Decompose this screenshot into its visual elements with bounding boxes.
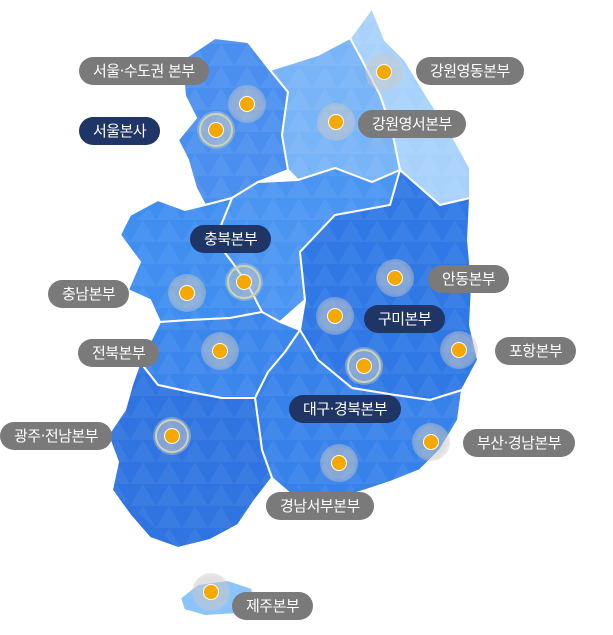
label-gangwon-east[interactable]: 강원영동본부: [416, 57, 524, 85]
label-jeonbuk[interactable]: 전북본부: [78, 339, 160, 367]
marker-chungbuk[interactable]: [225, 263, 263, 301]
marker-gumi[interactable]: [316, 297, 354, 335]
label-andong[interactable]: 안동본부: [428, 265, 510, 293]
label-chungnam[interactable]: 충남본부: [48, 280, 130, 308]
label-seoul-metro[interactable]: 서울·수도권 본부: [79, 57, 209, 85]
label-gyeongnam-west[interactable]: 경남서부본부: [266, 492, 374, 520]
marker-busan[interactable]: [412, 423, 450, 461]
marker-jeonbuk[interactable]: [201, 332, 239, 370]
label-busan[interactable]: 부산·경남본부: [463, 429, 576, 457]
label-seoul-hq[interactable]: 서울본사: [79, 117, 161, 145]
label-pohang[interactable]: 포항본부: [495, 337, 577, 365]
marker-gwangju[interactable]: [153, 417, 191, 455]
label-chungbuk[interactable]: 충북본부: [190, 225, 272, 253]
marker-seoul-metro[interactable]: [228, 85, 266, 123]
label-gangwon-west[interactable]: 강원영서본부: [358, 110, 466, 138]
marker-gangwon-west[interactable]: [317, 103, 355, 141]
label-daegu[interactable]: 대구·경북본부: [289, 395, 402, 423]
marker-daegu[interactable]: [345, 347, 383, 385]
marker-chungnam[interactable]: [168, 274, 206, 312]
marker-jeju[interactable]: [192, 573, 230, 611]
label-gumi[interactable]: 구미본부: [364, 305, 446, 333]
marker-andong[interactable]: [376, 259, 414, 297]
label-gwangju[interactable]: 광주·전남본부: [0, 422, 113, 450]
label-jeju[interactable]: 제주본부: [232, 592, 314, 620]
marker-seoul-hq[interactable]: [197, 111, 235, 149]
marker-gangwon-east[interactable]: [365, 53, 403, 91]
marker-pohang[interactable]: [440, 331, 478, 369]
marker-gyeongnam-west[interactable]: [320, 444, 358, 482]
